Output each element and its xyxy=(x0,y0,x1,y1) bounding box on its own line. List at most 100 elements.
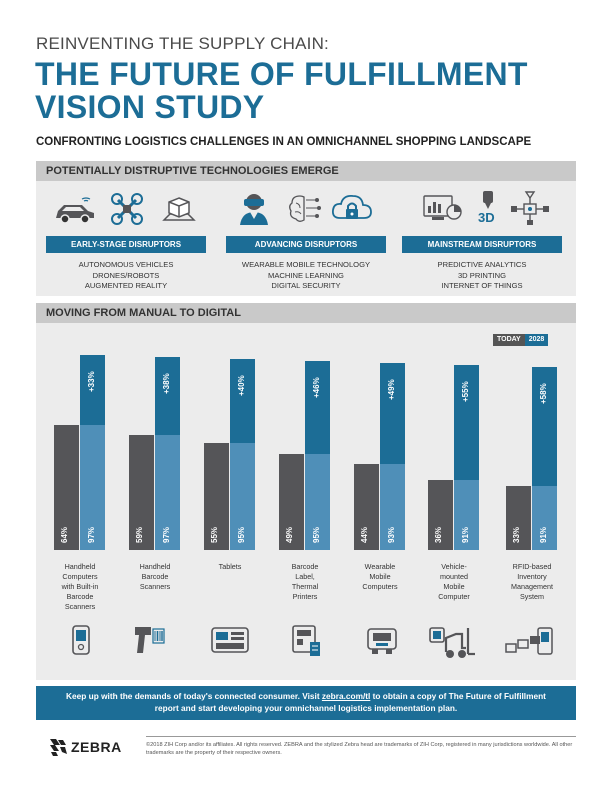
category-label-line: Vehicle- xyxy=(441,562,467,571)
tablet-icon xyxy=(211,627,249,653)
label-today: 55% xyxy=(210,526,219,543)
list-item: PREDICTIVE ANALYTICS xyxy=(437,260,527,269)
category-label-line: Mobile xyxy=(443,582,465,591)
bar-growth xyxy=(454,365,479,480)
forklift-icon xyxy=(429,627,475,658)
drone-icon xyxy=(111,193,143,225)
category-label-line: mounted xyxy=(440,572,468,581)
cloud-lock-icon xyxy=(331,195,372,219)
barcode-scanner-icon xyxy=(135,627,165,653)
brand-name: ZEBRA xyxy=(71,739,122,755)
bar-2028 xyxy=(80,425,105,550)
category-label-line: RFID-based xyxy=(512,562,552,571)
label-growth: +49% xyxy=(387,379,396,400)
cta-text-1: Keep up with the demands of today's conn… xyxy=(66,691,322,701)
bar-today xyxy=(354,464,379,550)
category-label-line: Printers xyxy=(292,592,318,601)
label-2028: 97% xyxy=(162,526,171,543)
analytics-icon xyxy=(423,195,462,220)
label-growth: +40% xyxy=(237,375,246,396)
brain-icon xyxy=(289,195,321,222)
section-heading-digital: MOVING FROM MANUAL TO DIGITAL xyxy=(36,303,576,323)
bar-today xyxy=(279,454,304,550)
disruptor-heading-advancing: ADVANCING DISRUPTORS xyxy=(226,236,386,253)
chart-legend: TODAY 2028 xyxy=(493,334,549,346)
label-today: 44% xyxy=(360,526,369,543)
disruptor-list-advancing: WEARABLE MOBILE TECHNOLOGY MACHINE LEARN… xyxy=(226,260,386,292)
category-label-line: Scanners xyxy=(64,602,96,611)
bar-growth xyxy=(230,359,255,443)
disruptor-list-early: AUTONOMOUS VEHICLES DRONES/ROBOTS AUGMEN… xyxy=(46,260,206,292)
category-label: RFID-based Inventory Management System xyxy=(496,562,568,602)
label-growth: +38% xyxy=(162,373,171,394)
category-label-line: Barcode xyxy=(141,572,169,581)
cta-line-1: Keep up with the demands of today's conn… xyxy=(36,691,576,703)
list-item: DIGITAL SECURITY xyxy=(271,281,341,290)
label-2028: 97% xyxy=(87,526,96,543)
bar-growth xyxy=(532,367,557,486)
bar-2028 xyxy=(155,434,180,550)
bar-today xyxy=(428,479,453,550)
category-label-line: Thermal xyxy=(291,582,319,591)
category-label-line: Tablets xyxy=(218,562,242,571)
category-label-line: Handheld xyxy=(64,562,96,571)
bar-2028 xyxy=(230,442,255,550)
label-2028: 93% xyxy=(387,526,396,543)
cta-text-2: to obtain a copy of The Future of Fulfil… xyxy=(370,691,546,701)
label-today: 64% xyxy=(60,526,69,543)
page-title: THE FUTURE OF FULFILLMENT VISION STUDY xyxy=(35,58,528,124)
category-label-line: Scanners xyxy=(139,582,171,591)
cta-banner: Keep up with the demands of today's conn… xyxy=(36,686,576,720)
legal-text: ©2018 ZIH Corp and/or its affiliates. Al… xyxy=(146,742,573,756)
wearable-computer-icon xyxy=(367,628,397,654)
label-growth: +46% xyxy=(312,377,321,398)
3d-printer-icon: 3D xyxy=(476,190,500,228)
list-item: INTERNET OF THINGS xyxy=(441,281,523,290)
category-label-line: Handheld xyxy=(139,562,171,571)
label-2028: 95% xyxy=(237,526,246,543)
bar-today xyxy=(129,434,154,550)
disruptor-list-mainstream: PREDICTIVE ANALYTICS 3D PRINTING INTERNE… xyxy=(402,260,562,292)
category-label-line: Management xyxy=(511,582,553,591)
category-label-line: Barcode xyxy=(291,562,319,571)
bar-2028 xyxy=(305,454,330,550)
label-growth: +58% xyxy=(539,383,548,404)
label-today: 59% xyxy=(135,526,144,543)
title-line-1: THE FUTURE OF FULFILLMENT xyxy=(35,56,528,92)
ar-box-icon xyxy=(162,197,196,221)
list-item: 3D PRINTING xyxy=(457,270,507,280)
label-today: 49% xyxy=(285,526,294,543)
handheld-computer-icon xyxy=(72,625,90,655)
category-label: Wearable Mobile Computers xyxy=(344,562,416,592)
category-label: Barcode Label, Thermal Printers xyxy=(269,562,341,602)
bar-2028 xyxy=(454,479,479,550)
car-icon xyxy=(56,197,94,224)
label-2028: 95% xyxy=(312,526,321,543)
bar-growth xyxy=(305,361,330,455)
label-2028: 91% xyxy=(461,526,470,543)
cta-link[interactable]: zebra.com/tl xyxy=(321,691,371,701)
cta-line-2: report and start developing your omnicha… xyxy=(154,702,458,713)
category-label-line: Barcode xyxy=(66,592,94,601)
list-item: DRONES/ROBOTS xyxy=(92,270,160,280)
category-label-line: System xyxy=(520,592,544,601)
rfid-inventory-icon xyxy=(505,627,553,655)
category-label-line: Label, xyxy=(295,572,315,581)
bar-growth xyxy=(80,355,105,426)
iot-network-icon xyxy=(511,191,549,225)
category-label-line: Mobile xyxy=(369,572,391,581)
category-label: Vehicle-mounted Mobile Computer xyxy=(418,562,490,602)
label-printer-icon xyxy=(292,625,320,656)
category-label-line: Computer xyxy=(438,592,470,601)
zebra-head-icon xyxy=(50,739,67,756)
bar-growth xyxy=(155,357,180,435)
vr-headset-icon xyxy=(240,194,268,225)
3d-label: 3D xyxy=(478,210,495,225)
legend-today: TODAY xyxy=(493,334,525,346)
footer-divider xyxy=(146,736,576,737)
bar-2028 xyxy=(532,485,557,550)
subtitle: CONFRONTING LOGISTICS CHALLENGES IN AN O… xyxy=(36,136,532,148)
zebra-logo: ZEBRA xyxy=(48,737,122,757)
list-item: MACHINE LEARNING xyxy=(268,270,344,280)
label-today: 33% xyxy=(512,526,521,543)
